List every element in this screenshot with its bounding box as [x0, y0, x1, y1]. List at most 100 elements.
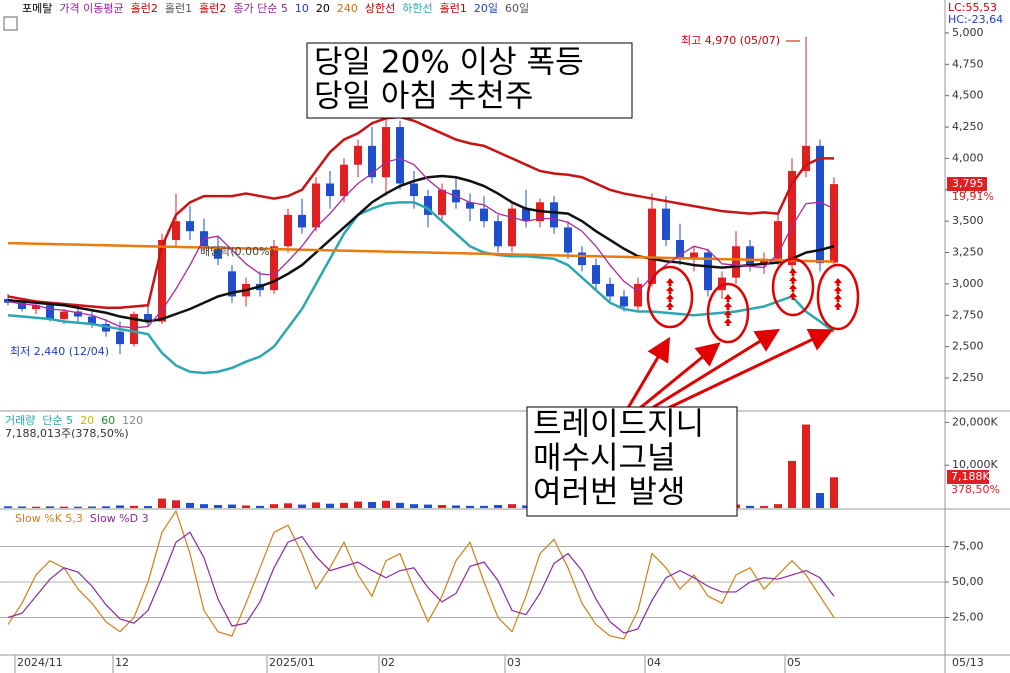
candle-body: [508, 208, 516, 247]
buy-arrow: [834, 278, 842, 286]
legend-entry: 가격 이동평균: [59, 2, 123, 15]
volume-bar: [382, 500, 390, 508]
volume-bar: [396, 502, 404, 508]
legend-entry: Slow %K 5,3: [15, 512, 83, 525]
y-tick-label: 4,250: [952, 120, 984, 133]
candle-body: [284, 214, 292, 247]
volume-tag: [947, 470, 989, 484]
legend-entry: 상한선: [365, 2, 395, 15]
candle-body: [494, 221, 502, 247]
volume-bar: [508, 504, 516, 508]
volume-bar: [116, 505, 124, 508]
x-tick-label: 2024/11: [17, 656, 63, 669]
volume-bar: [284, 503, 292, 508]
volume-bar: [326, 503, 334, 508]
annotation: 당일 아침 추천주: [314, 79, 533, 115]
x-end-label: 05/13: [952, 656, 984, 669]
annotation: 매수시그널: [533, 441, 676, 477]
x-tick-label: 2025/01: [269, 656, 315, 669]
legend-entry: 단순 5: [42, 414, 73, 427]
buy-arrow: [724, 294, 732, 302]
legend-entry: 60: [101, 414, 115, 427]
buy-arrow: [724, 302, 732, 310]
volume-bar: [452, 505, 460, 508]
candle-body: [774, 221, 782, 259]
y-tick-label: 3,500: [952, 214, 984, 227]
candle-body: [382, 127, 390, 178]
candle-body: [522, 208, 530, 222]
volume-bar: [4, 506, 12, 508]
volume-bar: [46, 506, 54, 508]
x-tick-label: 02: [381, 656, 395, 669]
volume-bar: [60, 506, 68, 508]
volume-bar: [18, 506, 26, 508]
legend-entry: 60일: [505, 1, 529, 15]
volume-bar: [830, 477, 838, 508]
candle-body: [32, 305, 40, 309]
buy-arrow: [789, 284, 797, 292]
price-tag-label: 3,795: [952, 177, 984, 190]
volume-bar: [88, 506, 96, 508]
candle-body: [354, 145, 362, 165]
volume-bar: [200, 504, 208, 508]
candle-body: [46, 305, 54, 320]
y-tick-label: 2,250: [952, 371, 984, 384]
legend-entry: 20일: [474, 1, 498, 15]
candle-body: [732, 246, 740, 278]
buy-arrow: [666, 286, 674, 294]
stochastic-line: [7, 531, 835, 634]
volume-bar: [466, 505, 474, 508]
y-tick-label: 3,250: [952, 246, 984, 259]
volume-bar: [760, 506, 768, 508]
legend-entry: 240: [337, 2, 358, 15]
y-tick-label: 20,000K: [952, 415, 998, 428]
candle-body: [340, 164, 348, 197]
buy-arrow: [834, 294, 842, 302]
y-tick-label: 4,500: [952, 89, 984, 102]
signal-circle: [771, 257, 815, 317]
annotation: 최저 2,440 (12/04): [10, 345, 109, 358]
volume-bar: [256, 505, 264, 508]
indicator-line: [7, 157, 835, 329]
volume-bar: [410, 504, 418, 508]
volume-bar: [438, 505, 446, 508]
candle-body: [60, 311, 68, 320]
annotation: 여러번 발생: [533, 475, 685, 511]
candle-body: [466, 202, 474, 209]
y-tick-label: 25,00: [952, 611, 984, 624]
candle-body: [144, 314, 152, 322]
buy-arrow: [789, 276, 797, 284]
annotation: 당일 20% 이상 폭등: [314, 45, 584, 81]
annotation-box: [526, 406, 738, 517]
volume-bar: [270, 504, 278, 508]
annotation: 트레이드지니: [533, 407, 704, 443]
volume-bar: [424, 504, 432, 508]
indicator-line: [7, 201, 835, 375]
candle-body: [326, 183, 334, 197]
volume-bar: [368, 502, 376, 508]
candle-body: [648, 208, 656, 284]
volume-bar: [186, 502, 194, 508]
y-tick-label: 4,000: [952, 151, 984, 164]
settings-icon[interactable]: [3, 16, 18, 31]
y-tick-label: 5,000: [952, 26, 984, 39]
price-tag: [947, 177, 987, 191]
candle-body: [634, 283, 642, 307]
candle-body: [228, 271, 236, 297]
legend-entry: 홀런1: [165, 2, 192, 15]
y-tick-label: 50,00: [952, 575, 984, 588]
candle-body: [396, 127, 404, 184]
pointer-arrow: [651, 328, 781, 410]
candle-body: [578, 252, 586, 266]
annotation: 최고 4,970 (05/07): [681, 34, 780, 47]
x-tick-label: 05: [787, 656, 801, 669]
corner-label: LC:55,53: [948, 1, 997, 14]
candle-body: [564, 227, 572, 253]
candle-body: [410, 183, 418, 197]
candle-body: [606, 283, 614, 297]
candle-body: [18, 302, 26, 309]
candle-body: [270, 246, 278, 291]
annotation: 배당락(0.00%): [200, 245, 274, 258]
candle-body: [592, 265, 600, 284]
